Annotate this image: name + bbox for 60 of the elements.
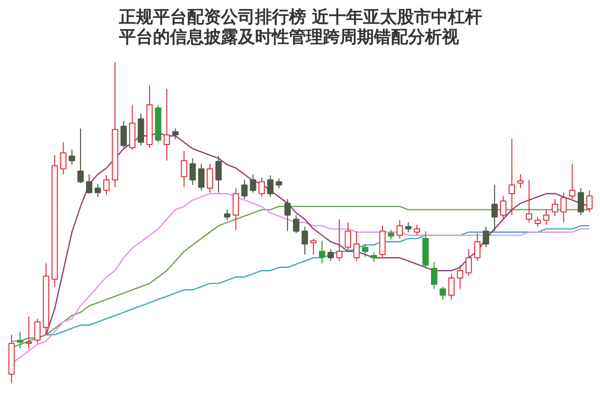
candlestick bbox=[405, 222, 412, 233]
candlestick bbox=[414, 224, 420, 236]
candlestick bbox=[26, 316, 32, 350]
candlestick bbox=[491, 184, 498, 232]
candlestick bbox=[215, 156, 222, 194]
candlestick bbox=[190, 158, 196, 186]
candlestick bbox=[482, 226, 490, 248]
candlestick bbox=[120, 120, 127, 148]
candlestick bbox=[552, 198, 558, 217]
candlestick bbox=[267, 174, 274, 198]
candlestick bbox=[466, 248, 472, 277]
candlestick bbox=[396, 220, 403, 240]
candlestick bbox=[172, 128, 179, 140]
candlestick bbox=[34, 318, 41, 344]
candlestick bbox=[86, 174, 92, 194]
candlestick bbox=[198, 163, 204, 191]
candlestick bbox=[60, 142, 66, 175]
candlestick bbox=[284, 198, 291, 232]
candlestick bbox=[474, 232, 480, 262]
candlestick bbox=[431, 261, 438, 290]
candlestick bbox=[569, 163, 576, 200]
candlestick bbox=[250, 174, 256, 194]
candlestick bbox=[94, 184, 101, 198]
candlestick bbox=[526, 179, 532, 223]
candlestick bbox=[164, 88, 170, 162]
candlestick bbox=[560, 192, 567, 223]
candlestick bbox=[456, 264, 464, 290]
candlestick bbox=[276, 178, 282, 189]
candlestick bbox=[138, 112, 144, 146]
candlestick bbox=[68, 149, 76, 166]
candlestick bbox=[232, 188, 239, 230]
candlestick bbox=[379, 225, 386, 258]
candlestick bbox=[293, 214, 300, 234]
candlestick bbox=[440, 286, 446, 300]
candlestick bbox=[578, 188, 584, 216]
candlestick bbox=[353, 230, 360, 262]
candlestick bbox=[328, 248, 334, 262]
candlestick bbox=[16, 331, 24, 350]
candlestick bbox=[534, 216, 541, 228]
candlestick bbox=[318, 240, 326, 264]
candlestick bbox=[448, 273, 455, 300]
candlestick bbox=[224, 209, 230, 221]
chart-title: 正规平台配资公司排行榜 近十年亚太股市中杠杆平台的信息披露及时性管理跨周期错配分析视 bbox=[118, 8, 482, 48]
candlestick bbox=[302, 226, 308, 256]
candlestick bbox=[388, 229, 394, 240]
candlestick bbox=[180, 150, 188, 188]
candlestick bbox=[500, 195, 506, 219]
candlestick bbox=[258, 177, 265, 198]
candlestick bbox=[517, 174, 524, 189]
candlestick bbox=[362, 243, 368, 258]
candlestick bbox=[206, 163, 214, 194]
candlestick bbox=[336, 218, 342, 262]
candlestick bbox=[241, 179, 248, 200]
candlestick bbox=[586, 190, 593, 212]
candlestick bbox=[77, 128, 84, 184]
candlestick bbox=[543, 209, 550, 226]
candlestick bbox=[103, 174, 110, 196]
candlestick bbox=[370, 252, 377, 262]
candlestick bbox=[344, 222, 352, 251]
candlestick bbox=[508, 138, 516, 216]
